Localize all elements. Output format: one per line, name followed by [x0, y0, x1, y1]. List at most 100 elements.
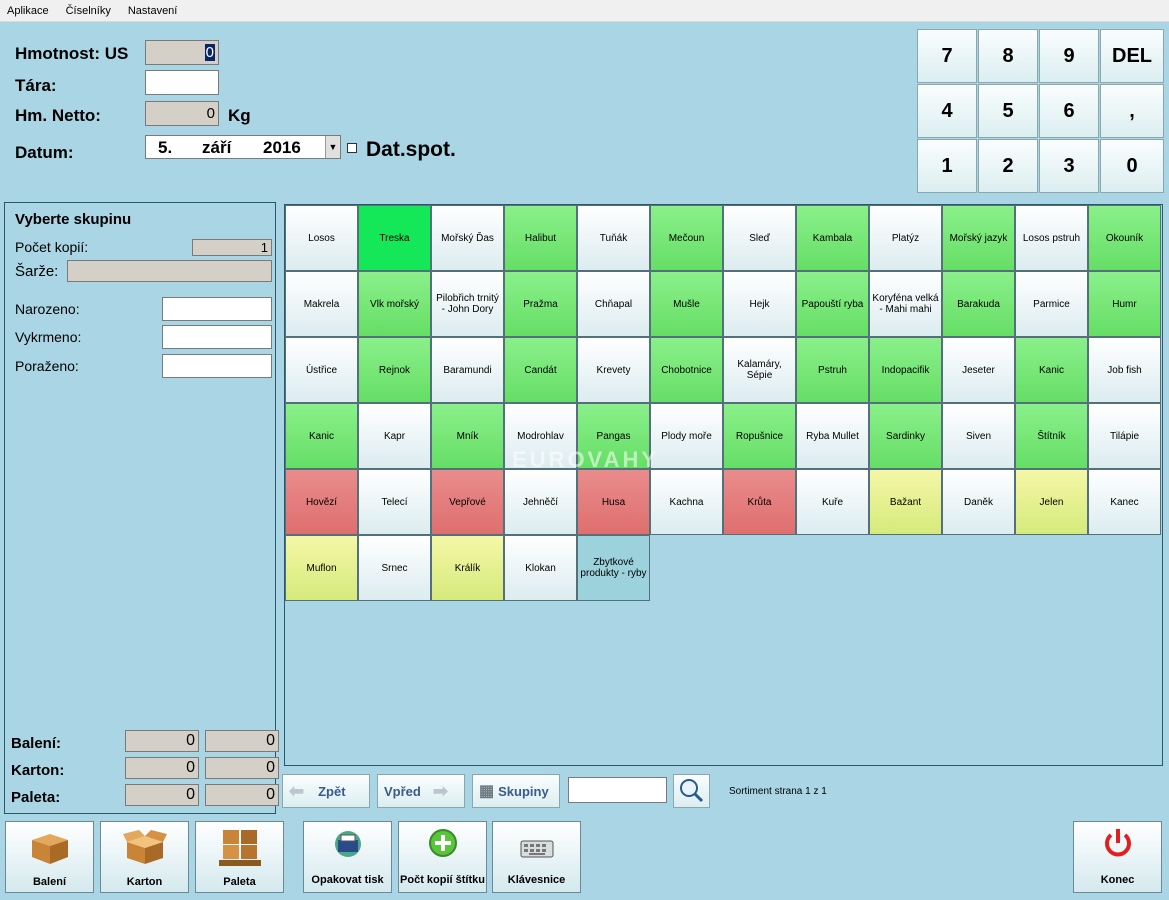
narozeno-field[interactable] [162, 297, 272, 321]
product-tile[interactable]: Bažant [869, 469, 942, 535]
product-tile[interactable]: Halibut [504, 205, 577, 271]
porazeno-field[interactable] [162, 354, 272, 378]
klavesnice-button[interactable]: Klávesnice [492, 821, 581, 893]
product-tile[interactable]: Štítník [1015, 403, 1088, 469]
key-comma[interactable]: , [1100, 84, 1164, 138]
product-tile[interactable]: Sardinky [869, 403, 942, 469]
product-tile[interactable]: Ropušnice [723, 403, 796, 469]
product-tile[interactable]: Tuňák [577, 205, 650, 271]
product-tile[interactable]: Mořský jazyk [942, 205, 1015, 271]
date-picker[interactable]: 5. září 2016 ▼ [145, 135, 341, 159]
product-tile[interactable]: Kanic [1015, 337, 1088, 403]
product-tile[interactable]: Pangas [577, 403, 650, 469]
product-tile[interactable]: Humr [1088, 271, 1161, 337]
key-8[interactable]: 8 [978, 29, 1038, 83]
menu-aplikace[interactable]: Aplikace [7, 4, 49, 17]
product-tile[interactable]: Barakuda [942, 271, 1015, 337]
product-tile[interactable]: Jelen [1015, 469, 1088, 535]
product-tile[interactable]: Kambala [796, 205, 869, 271]
product-tile[interactable]: Mečoun [650, 205, 723, 271]
product-tile[interactable]: Modrohlav [504, 403, 577, 469]
product-tile[interactable]: Pstruh [796, 337, 869, 403]
product-tile[interactable]: Králík [431, 535, 504, 601]
product-tile[interactable]: Parmice [1015, 271, 1088, 337]
paleta-button[interactable]: Paleta [195, 821, 284, 893]
product-tile[interactable]: Mník [431, 403, 504, 469]
product-tile[interactable]: Mořský Ďas [431, 205, 504, 271]
product-tile[interactable]: Pilobřich trnitý - John Dory [431, 271, 504, 337]
key-9[interactable]: 9 [1039, 29, 1099, 83]
sarze-field[interactable] [67, 260, 272, 282]
karton-button[interactable]: Karton [100, 821, 189, 893]
product-tile[interactable]: Rejnok [358, 337, 431, 403]
product-tile[interactable]: Papouští ryba [796, 271, 869, 337]
opakovat-tisk-button[interactable]: Opakovat tisk [303, 821, 392, 893]
hmotnost-field[interactable]: 0 [145, 40, 219, 65]
product-tile[interactable]: Vlk mořský [358, 271, 431, 337]
back-button[interactable]: ⬅ Zpět [282, 774, 370, 808]
search-input[interactable] [568, 777, 667, 803]
product-tile[interactable]: Treska [358, 205, 431, 271]
datspot-checkbox[interactable] [347, 143, 357, 153]
kopie-field[interactable]: 1 [192, 239, 272, 256]
product-tile[interactable]: Indopacifik [869, 337, 942, 403]
netto-field[interactable]: 0 [145, 101, 219, 126]
product-tile[interactable]: Vepřové [431, 469, 504, 535]
product-tile[interactable]: Mušle [650, 271, 723, 337]
key-5[interactable]: 5 [978, 84, 1038, 138]
product-tile[interactable]: Klokan [504, 535, 577, 601]
product-tile[interactable]: Kanec [1088, 469, 1161, 535]
product-tile[interactable]: Kapr [358, 403, 431, 469]
key-2[interactable]: 2 [978, 139, 1038, 193]
product-tile[interactable]: Losos pstruh [1015, 205, 1088, 271]
key-3[interactable]: 3 [1039, 139, 1099, 193]
product-tile[interactable]: Tilápie [1088, 403, 1161, 469]
product-tile[interactable]: Kachna [650, 469, 723, 535]
menu-ciselniky[interactable]: Číselníky [65, 4, 111, 17]
product-tile[interactable]: Job fish [1088, 337, 1161, 403]
groups-button[interactable]: ▦ Skupiny [472, 774, 560, 808]
konec-button[interactable]: Konec [1073, 821, 1162, 893]
forward-button[interactable]: Vpřed ➡ [377, 774, 465, 808]
product-tile[interactable]: Siven [942, 403, 1015, 469]
product-tile[interactable]: Pražma [504, 271, 577, 337]
product-tile[interactable]: Krevety [577, 337, 650, 403]
vykrmeno-field[interactable] [162, 325, 272, 349]
product-tile[interactable]: Husa [577, 469, 650, 535]
key-0[interactable]: 0 [1100, 139, 1164, 193]
product-tile[interactable]: Losos [285, 205, 358, 271]
search-button[interactable] [673, 774, 710, 808]
key-4[interactable]: 4 [917, 84, 977, 138]
tara-field[interactable] [145, 70, 219, 95]
product-tile[interactable]: Sleď [723, 205, 796, 271]
product-tile[interactable]: Plody moře [650, 403, 723, 469]
product-tile[interactable]: Hejk [723, 271, 796, 337]
product-tile[interactable]: Kuře [796, 469, 869, 535]
product-tile[interactable]: Jeseter [942, 337, 1015, 403]
product-tile[interactable]: Platýz [869, 205, 942, 271]
product-tile[interactable]: Jehněčí [504, 469, 577, 535]
product-tile[interactable]: Okouník [1088, 205, 1161, 271]
key-7[interactable]: 7 [917, 29, 977, 83]
key-del[interactable]: DEL [1100, 29, 1164, 83]
product-tile[interactable]: Candát [504, 337, 577, 403]
menu-nastaveni[interactable]: Nastavení [127, 4, 178, 17]
baleni-button[interactable]: Balení [5, 821, 94, 893]
pocet-kopii-button[interactable]: Počt kopií štítku [398, 821, 487, 893]
product-tile[interactable]: Telecí [358, 469, 431, 535]
key-1[interactable]: 1 [917, 139, 977, 193]
product-tile[interactable]: Chobotnice [650, 337, 723, 403]
key-6[interactable]: 6 [1039, 84, 1099, 138]
product-tile[interactable]: Koryféna velká - Mahi mahi [869, 271, 942, 337]
product-tile[interactable]: Hovězí [285, 469, 358, 535]
product-tile[interactable]: Muflon [285, 535, 358, 601]
product-tile[interactable]: Baramundi [431, 337, 504, 403]
product-tile[interactable]: Krůta [723, 469, 796, 535]
product-tile[interactable]: Zbytkové produkty - ryby [577, 535, 650, 601]
product-tile[interactable]: Chňapal [577, 271, 650, 337]
chevron-down-icon[interactable]: ▼ [325, 136, 340, 158]
product-tile[interactable]: Srnec [358, 535, 431, 601]
product-tile[interactable]: Kalamáry, Sépie [723, 337, 796, 403]
product-tile[interactable]: Ryba Mullet [796, 403, 869, 469]
product-tile[interactable]: Ústřice [285, 337, 358, 403]
